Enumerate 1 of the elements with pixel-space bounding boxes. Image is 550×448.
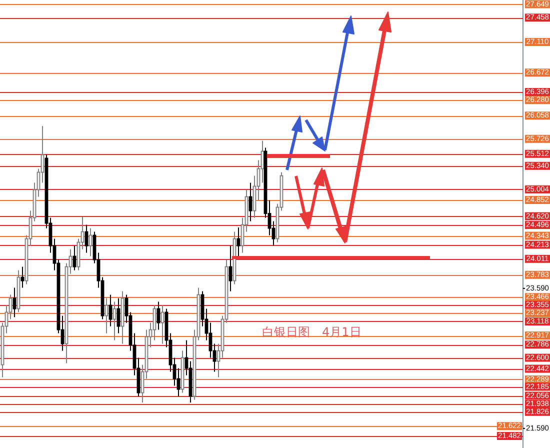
annotation: 白银日图 4月1日 (262, 325, 362, 340)
